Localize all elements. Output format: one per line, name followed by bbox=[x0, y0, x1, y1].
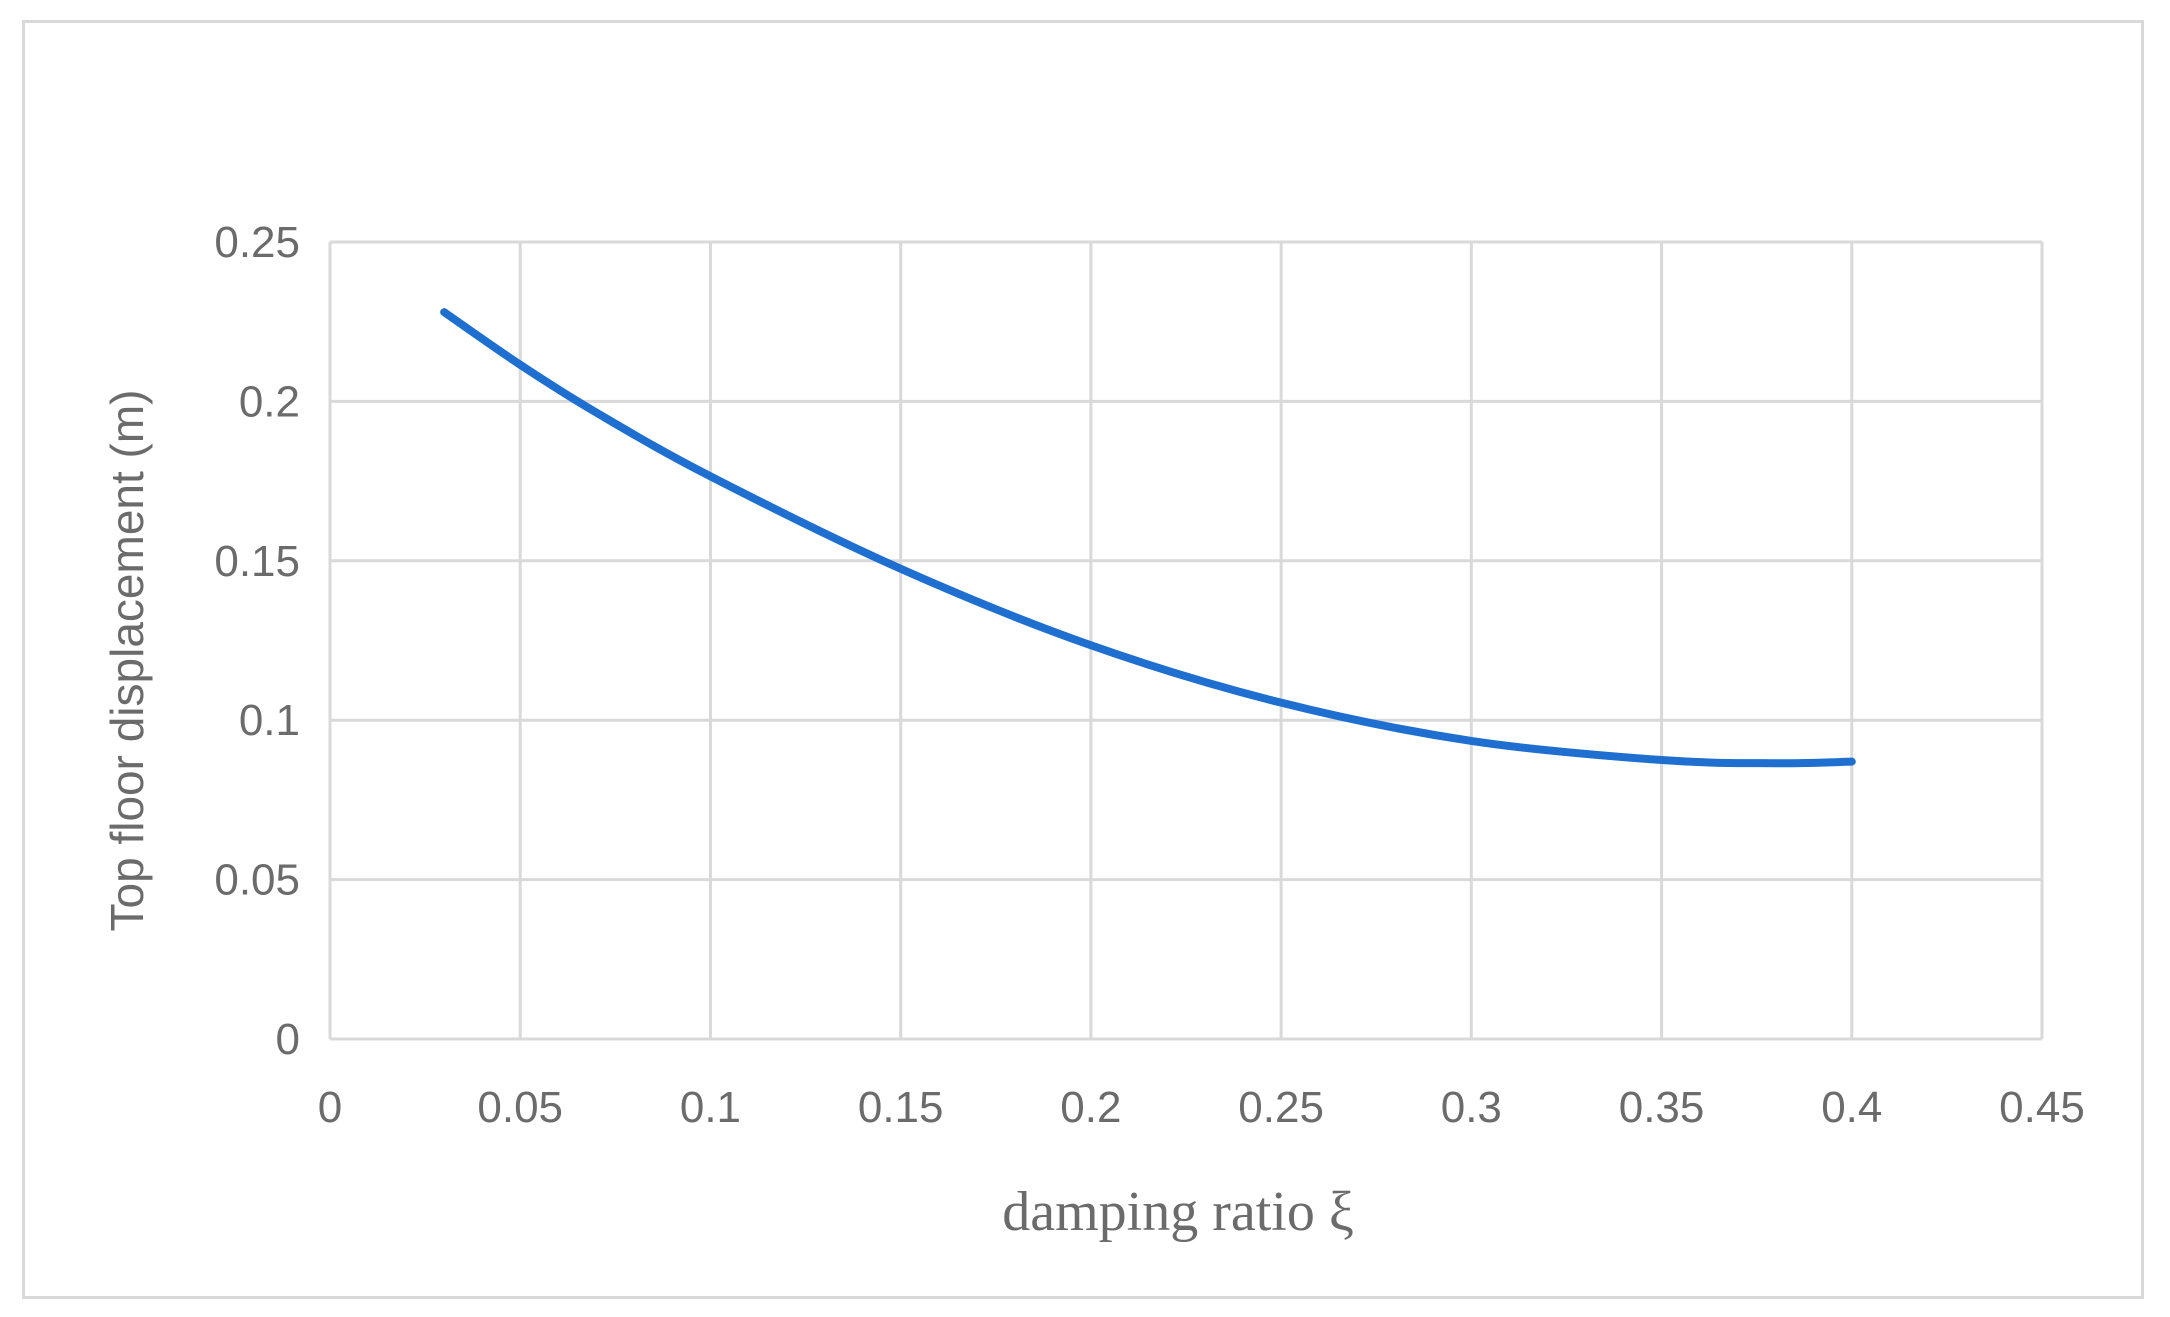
x-tick-label: 0.4 bbox=[1821, 1083, 1882, 1132]
line-chart: 0 0.05 0.1 0.15 0.2 0.25 0.3 0.35 0.4 0.45 0 0.05 0.… bbox=[101, 218, 2085, 1243]
x-tick-label: 0.05 bbox=[477, 1083, 563, 1132]
x-tick-label: 0.1 bbox=[680, 1083, 741, 1132]
x-tick-label: 0.25 bbox=[1238, 1083, 1324, 1132]
x-tick-label: 0 bbox=[318, 1083, 342, 1132]
series-line bbox=[440, 308, 1856, 768]
y-tick-label: 0.25 bbox=[214, 218, 300, 267]
x-tick-label: 0.35 bbox=[1619, 1083, 1705, 1132]
y-axis-title: Top floor displacement (m) bbox=[101, 390, 153, 932]
y-tick-label: 0.2 bbox=[239, 377, 300, 426]
x-axis-title: damping ratio ξ bbox=[1002, 1181, 1354, 1243]
x-tick-label: 0.45 bbox=[1999, 1083, 2085, 1132]
y-tick-label: 0 bbox=[276, 1015, 300, 1064]
chart-frame: 0 0.05 0.1 0.15 0.2 0.25 0.3 0.35 0.4 0.45 0 0.05 0.… bbox=[22, 20, 2144, 1299]
x-tick-label: 0.2 bbox=[1060, 1083, 1121, 1132]
y-tick-label: 0.15 bbox=[214, 537, 300, 586]
y-tick-label: 0.1 bbox=[239, 696, 300, 745]
x-tick-label: 0.15 bbox=[858, 1083, 944, 1132]
tick-labels: 0 0.05 0.1 0.15 0.2 0.25 0.3 0.35 0.4 0.45 0 0.05 0.… bbox=[214, 218, 2084, 1132]
y-tick-label: 0.05 bbox=[214, 856, 300, 905]
series-layer bbox=[440, 308, 1856, 768]
x-tick-label: 0.3 bbox=[1441, 1083, 1502, 1132]
grid bbox=[328, 240, 2044, 1041]
